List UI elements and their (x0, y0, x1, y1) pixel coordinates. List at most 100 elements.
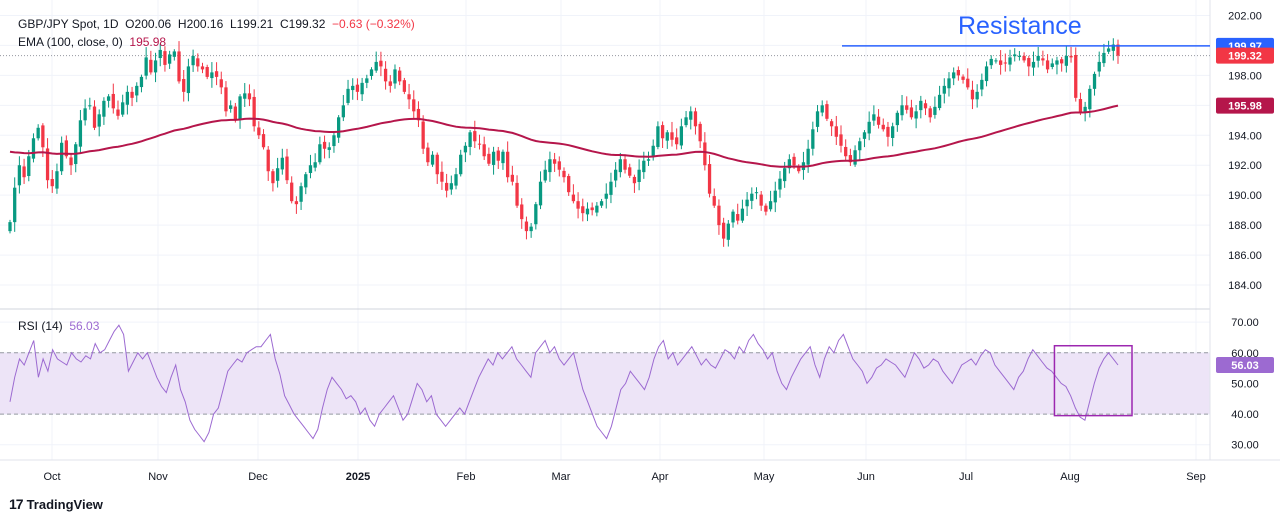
change-value: −0.63 (−0.32%) (332, 17, 415, 31)
candle-down (477, 143, 482, 145)
candle-up (463, 145, 468, 153)
rsi-axis[interactable]: 30.00 40.00 50.00 60.00 70.00 (1231, 317, 1259, 452)
candle-up (919, 100, 923, 111)
price-tick-label: 186.00 (1228, 250, 1262, 262)
candle-up (106, 96, 111, 101)
candle-down (829, 121, 834, 127)
candle-up (937, 94, 942, 109)
time-tick-label: Mar (552, 471, 571, 483)
time-tick-label: Jul (959, 471, 973, 483)
candle-down (764, 205, 768, 212)
tradingview-logo[interactable]: 17 TradingView (9, 496, 103, 512)
candle-down (252, 96, 256, 127)
candle-up (585, 208, 590, 215)
candle-down (402, 80, 407, 92)
candle-down (1022, 55, 1026, 61)
candle-down (496, 150, 500, 161)
candle-up (280, 157, 284, 170)
candle-down (905, 105, 909, 110)
candle-up (867, 121, 871, 134)
close-value: 199.32 (288, 17, 326, 31)
candle-up (1013, 54, 1017, 57)
resistance-annotation[interactable]: Resistance (958, 12, 1082, 40)
candle-down (487, 153, 491, 164)
candle-down (520, 204, 524, 220)
rsi-legend-value: 56.03 (69, 319, 100, 333)
candle-down (294, 201, 299, 205)
candle-down (1074, 55, 1078, 98)
candle-down (707, 164, 712, 194)
rsi-legend[interactable]: RSI (14) 56.03 (18, 319, 99, 333)
candle-up (299, 186, 303, 202)
candle-down (416, 108, 421, 121)
time-axis[interactable]: Oct Nov Dec 2025 Feb Mar Apr May Jun Jul Aug Sep (43, 471, 1205, 483)
candle-up (642, 160, 646, 173)
candle-down (998, 60, 1003, 65)
candle-down (266, 149, 270, 172)
candle-up (459, 154, 463, 175)
candle-down (435, 154, 439, 175)
candle-down (581, 206, 585, 214)
candle-up (125, 91, 130, 105)
candle-up (942, 85, 946, 94)
candle-down (182, 78, 186, 92)
candle-up (102, 100, 106, 117)
low-value: 199.21 (236, 17, 274, 31)
candle-up (952, 72, 956, 79)
candle-down (552, 159, 557, 164)
candle-up (158, 49, 162, 59)
candle-down (421, 121, 425, 149)
candle-up (862, 132, 867, 139)
candle-up (891, 126, 895, 138)
time-tick-label: Sep (1186, 471, 1206, 483)
candle-down (670, 132, 674, 140)
time-tick-label: Apr (651, 471, 668, 483)
candle-up (88, 105, 92, 107)
candle-down (261, 134, 266, 148)
candle-up (726, 223, 730, 240)
candle-up (313, 162, 317, 168)
candle-down (660, 125, 665, 139)
candle-up (1036, 55, 1040, 61)
candle-up (449, 183, 453, 190)
candle-down (698, 123, 702, 142)
ema-legend[interactable]: EMA (100, close, 0) 195.98 (18, 35, 166, 49)
candle-down (116, 109, 120, 116)
candle-up (975, 91, 979, 100)
candle-up (135, 85, 139, 96)
candle-up (1097, 61, 1101, 72)
candle-up (327, 147, 331, 150)
tradingview-logo-mark-icon: 17 (9, 496, 24, 512)
ema-legend-label[interactable]: EMA (100, close, 0) (18, 35, 123, 49)
rsi-highlight-box[interactable] (1053, 344, 1133, 417)
price-tick-label: 192.00 (1228, 160, 1262, 172)
candle-down (1045, 60, 1050, 70)
candle-up (60, 142, 64, 172)
candle-down (628, 167, 632, 176)
candle-up (750, 193, 754, 201)
candle-up (614, 169, 618, 181)
candle-down (923, 103, 928, 109)
symbol-label[interactable]: GBP/JPY Spot, 1D (18, 17, 119, 31)
candle-down (1003, 62, 1007, 64)
candle-up (811, 129, 815, 149)
rsi-tick-label: 60.00 (1231, 348, 1259, 360)
candle-down (909, 107, 914, 118)
candle-up (55, 171, 59, 189)
candle-down (703, 142, 707, 166)
candle-down (886, 126, 890, 137)
rsi-band (0, 352, 1210, 415)
rsi-line (9, 324, 1119, 443)
rsi-legend-label[interactable]: RSI (14) (18, 319, 63, 333)
candle-up (1050, 63, 1054, 67)
candle-up (820, 105, 824, 113)
candle-down (224, 87, 228, 112)
candle-up (1083, 106, 1087, 112)
candle-down (1069, 55, 1073, 58)
ohlc-legend[interactable]: GBP/JPY Spot, 1D O200.06 H200.16 L199.21… (18, 17, 415, 31)
candle-up (351, 85, 355, 91)
candle-up (665, 132, 669, 141)
candle-up (78, 120, 83, 147)
candle-up (604, 193, 608, 199)
candle-up (229, 105, 233, 109)
